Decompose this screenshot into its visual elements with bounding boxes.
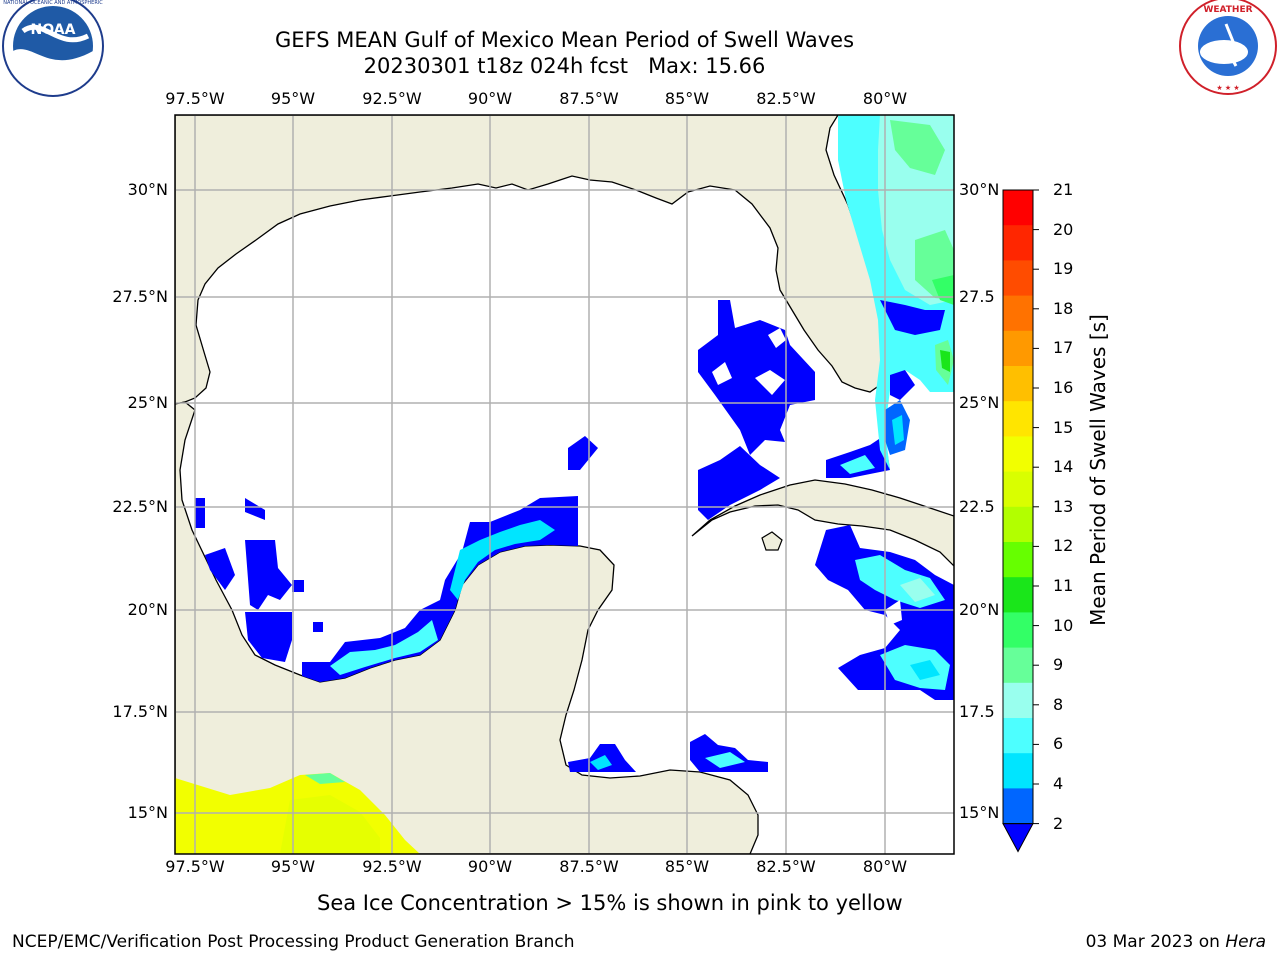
colorbar-tick-label: 16 <box>1053 378 1074 397</box>
colorbar-segment <box>1003 542 1033 578</box>
colorbar-segment <box>1003 260 1033 297</box>
lat-tick-right: 30°N <box>959 180 1000 199</box>
lat-tick-left: 27.5°N <box>112 287 168 306</box>
sea-ice-note: Sea Ice Concentration > 15% is shown in … <box>317 891 903 915</box>
lat-tick-left: 25°N <box>127 393 168 412</box>
colorbar-tick-label: 18 <box>1053 298 1074 318</box>
footer-host: Hera <box>1225 932 1266 952</box>
svg-text:NOAA: NOAA <box>31 22 76 38</box>
colorbar-tick-label: 4 <box>1053 774 1064 793</box>
graticule <box>175 115 954 854</box>
colorbar-segment <box>1003 330 1033 367</box>
colorbar-segment <box>1003 366 1033 402</box>
lon-tick-top: 80°W <box>862 89 908 108</box>
colorbar-label: Mean Period of Swell Waves [s] <box>1086 314 1110 626</box>
lon-tick-bottom: 90°W <box>467 857 513 876</box>
sea-ice-field-inner <box>280 795 380 854</box>
colorbar-segment <box>1003 612 1033 649</box>
lat-tick-right: 27.5 <box>959 287 995 306</box>
nws-logo: WEATHER ★ ★ ★ <box>1179 0 1277 95</box>
colorbar-segment <box>1003 436 1033 473</box>
colorbar-tick-label: 9 <box>1053 655 1064 675</box>
colorbar-segment <box>1003 647 1033 684</box>
noaa-logo: NOAA NATIONAL OCEANIC AND ATMOSPHERIC <box>2 0 104 97</box>
colorbar-tick-label: 17 <box>1053 338 1074 358</box>
svg-text:★ ★ ★: ★ ★ ★ <box>1216 84 1239 92</box>
colorbar-tick-label: 20 <box>1053 219 1074 239</box>
chart-subtitle: 20230301 t18z 024h fcst Max: 15.66 <box>363 54 766 78</box>
colorbar-segment <box>1003 788 1033 825</box>
colorbar-segment <box>1003 506 1033 543</box>
lat-tick-left: 22.5°N <box>112 497 168 516</box>
map-area <box>175 115 954 854</box>
colorbar-segment <box>1003 190 1033 226</box>
colorbar-tick-label: 2 <box>1053 813 1064 833</box>
lat-tick-left: 20°N <box>127 600 168 619</box>
lat-tick-left: 30°N <box>127 180 168 199</box>
lon-tick-top: 82.5°W <box>756 89 816 108</box>
colorbar-tick-label: 6 <box>1053 734 1064 754</box>
lon-tick-bottom: 97.5°W <box>165 857 225 876</box>
colorbar-tick-label: 10 <box>1053 615 1074 635</box>
lon-tick-top: 87.5°W <box>559 89 619 108</box>
swell-contours-atlantic <box>838 115 954 470</box>
colorbar-segment <box>1003 577 1033 613</box>
colorbar-tick-label: 8 <box>1053 694 1064 714</box>
footer-date-text: 03 Mar 2023 on <box>1085 932 1226 952</box>
chart-title: GEFS MEAN Gulf of Mexico Mean Period of … <box>274 28 855 52</box>
lon-tick-top: 92.5°W <box>362 89 422 108</box>
lon-tick-bottom: 95°W <box>270 857 316 876</box>
lat-tick-right: 15°N <box>959 803 1000 822</box>
colorbar-segment <box>1003 718 1033 754</box>
footer-credit: NCEP/EMC/Verification Post Processing Pr… <box>12 932 575 952</box>
lon-tick-top: 97.5°W <box>165 89 225 108</box>
lon-tick-bottom: 80°W <box>862 857 908 876</box>
lon-tick-bottom: 82.5°W <box>756 857 816 876</box>
lat-tick-right: 22.5 <box>959 497 995 516</box>
land-cuba <box>691 479 954 567</box>
sea-ice-edge <box>305 773 345 784</box>
colorbar-tick-label: 11 <box>1053 576 1074 595</box>
colorbar-segment <box>1003 682 1033 719</box>
colorbar-segment <box>1003 471 1033 508</box>
land-island <box>761 531 783 551</box>
lat-tick-right: 17.5 <box>959 702 995 721</box>
colorbar-tick-label: 19 <box>1053 259 1074 279</box>
colorbar-segment <box>1003 295 1033 332</box>
lat-tick-right: 20°N <box>959 600 1000 619</box>
colorbar-tick-label: 13 <box>1053 496 1074 516</box>
svg-text:WEATHER: WEATHER <box>1203 5 1252 15</box>
colorbar-tick-label: 15 <box>1053 417 1074 437</box>
colorbar-tick-label: 14 <box>1053 457 1074 477</box>
swell-contours-gulf <box>195 436 598 682</box>
colorbar-tick-label: 21 <box>1053 180 1074 199</box>
lon-tick-top: 85°W <box>664 89 710 108</box>
colorbar <box>1002 189 1039 853</box>
lon-tick-bottom: 87.5°W <box>559 857 619 876</box>
lat-tick-right: 25°N <box>959 393 1000 412</box>
map-frame <box>174 114 955 855</box>
colorbar-under-extend <box>1002 823 1034 853</box>
lat-tick-left: 15°N <box>127 803 168 822</box>
lon-tick-top: 90°W <box>467 89 513 108</box>
lat-tick-left: 17.5°N <box>112 702 168 721</box>
colorbar-segment <box>1003 225 1033 261</box>
lon-tick-bottom: 92.5°W <box>362 857 422 876</box>
colorbar-segment <box>1003 753 1033 789</box>
colorbar-segment <box>1003 401 1033 437</box>
lon-tick-top: 95°W <box>270 89 316 108</box>
footer-date: 03 Mar 2023 on Hera <box>1086 932 1266 952</box>
colorbar-tick-label: 12 <box>1053 536 1074 556</box>
lon-tick-bottom: 85°W <box>664 857 710 876</box>
svg-text:NATIONAL OCEANIC AND ATMOSPHER: NATIONAL OCEANIC AND ATMOSPHERIC <box>3 0 103 6</box>
